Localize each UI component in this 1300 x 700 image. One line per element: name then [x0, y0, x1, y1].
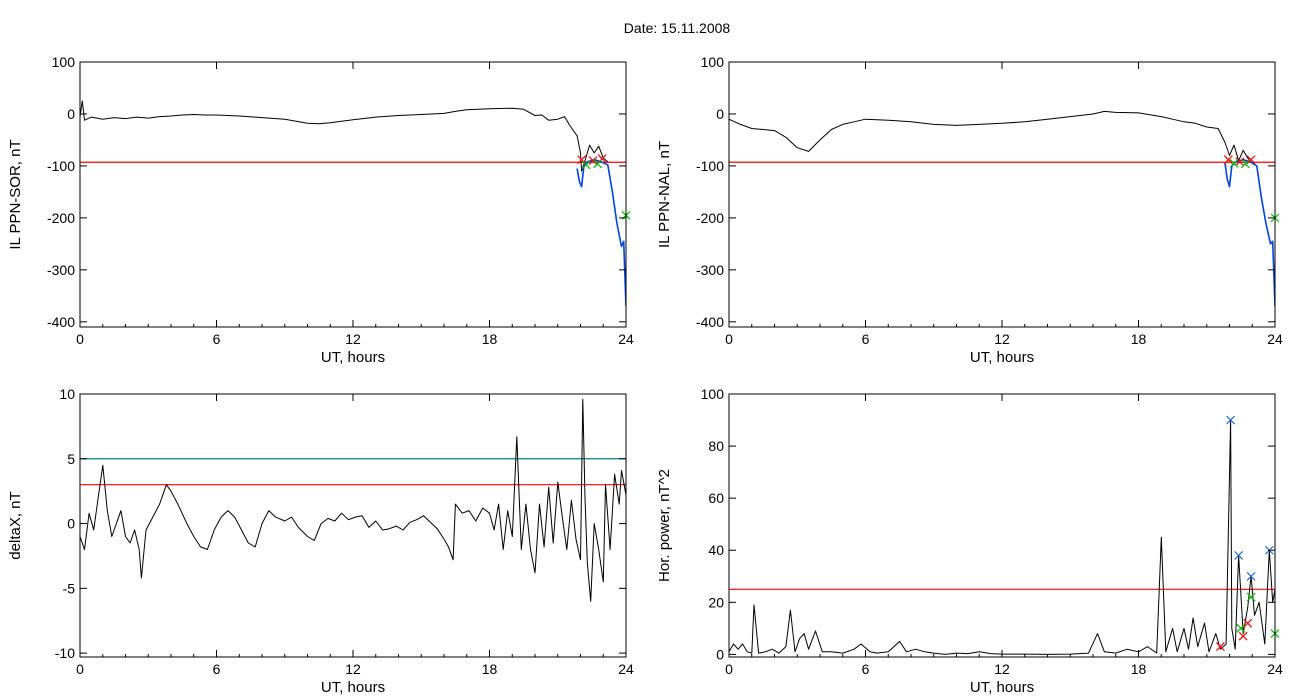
y-tick-label: -100	[696, 158, 724, 174]
chart-panel-hor-power: 0 6 12 18 24 100 80 60 40 20 0 UT, hours Hor. power,…	[656, 386, 1283, 696]
plot-frame	[728, 61, 1276, 328]
y-tick-label: 100	[701, 54, 725, 70]
x-tick-label: 0	[76, 331, 84, 347]
marker-x-0-0	[1223, 155, 1233, 165]
data-series-0	[80, 398, 626, 602]
marker-x-0-2	[1246, 571, 1256, 581]
x-axis-title: UT, hours	[970, 349, 1034, 366]
marker-x-2-0	[1238, 631, 1248, 641]
marker-x-0-2	[1246, 155, 1256, 165]
y-tick-label: 0	[67, 106, 75, 122]
x-tick-label: 18	[482, 661, 498, 677]
marker-x-1-1	[1236, 623, 1246, 633]
marker-x-1-1	[1241, 159, 1250, 169]
series-group	[80, 100, 626, 307]
x-tick-label: 0	[725, 331, 733, 347]
x-tick-label: 0	[76, 661, 84, 677]
figure-title: Date: 15.11.2008	[624, 20, 731, 36]
y-tick-label: 10	[59, 386, 75, 402]
y-tick-label: -5	[63, 580, 76, 596]
marker-x-2-2	[1215, 642, 1225, 652]
y-tick-label: -10	[55, 645, 75, 661]
y-tick-label: -200	[47, 210, 75, 226]
marker-x-0-1	[588, 156, 598, 166]
y-tick-label: 60	[708, 490, 724, 506]
y-tick-label: -100	[47, 158, 75, 174]
marker-x-1-0	[1246, 592, 1256, 602]
y-tick-label: 40	[708, 542, 724, 558]
y-axis-title: IL PPN-NAL, nT	[656, 141, 673, 248]
series-group	[80, 398, 626, 602]
y-axis-title: Hor. power, nT^2	[656, 469, 673, 582]
x-tick-label: 24	[1267, 331, 1283, 347]
y-axis-title: deltaX, nT	[7, 491, 24, 559]
y-tick-label: 5	[67, 451, 75, 467]
marker-x-1-0	[1229, 158, 1239, 168]
x-axis-title: UT, hours	[321, 349, 385, 366]
x-tick-label: 0	[725, 661, 733, 677]
series-group	[729, 110, 1275, 307]
y-tick-label: 100	[52, 54, 76, 70]
marker-x-0-0	[1226, 415, 1236, 425]
data-series-0	[729, 419, 1275, 655]
x-tick-label: 12	[994, 661, 1010, 677]
plot-frame	[79, 393, 627, 658]
chart-panel-nal: 0 6 12 18 24 100 0 -100 -200 -300 -400 UT, hours IL …	[656, 54, 1283, 366]
x-tick-label: 6	[862, 331, 870, 347]
y-tick-label: -300	[696, 262, 724, 278]
marker-x-1-0	[581, 160, 591, 170]
x-axis-title: UT, hours	[321, 679, 385, 696]
y-axis-title: IL PPN-SOR, nT	[7, 139, 24, 249]
y-tick-label: 0	[716, 646, 724, 662]
x-axis-title: UT, hours	[970, 679, 1034, 696]
x-tick-label: 6	[862, 661, 870, 677]
y-tick-label: 0	[716, 106, 724, 122]
data-series-1	[576, 158, 626, 307]
marker-x-0-1	[1235, 157, 1245, 167]
x-tick-label: 18	[482, 331, 498, 347]
x-tick-label: 24	[1267, 661, 1283, 677]
series-group	[729, 419, 1275, 655]
y-tick-label: -200	[696, 210, 724, 226]
y-tick-label: 100	[701, 386, 725, 402]
data-series-0	[80, 100, 609, 172]
data-series-1	[1224, 158, 1275, 307]
chart-panel-deltax: 0 6 12 18 24 10 5 0 -5 -10 UT, hours deltaX, nT	[7, 386, 634, 696]
x-tick-label: 18	[1131, 331, 1147, 347]
x-tick-label: 6	[213, 331, 221, 347]
y-tick-label: -400	[47, 314, 75, 330]
x-tick-label: 24	[618, 331, 634, 347]
x-tick-label: 12	[345, 661, 361, 677]
marker-x-2-1	[1243, 618, 1253, 628]
y-tick-label: -400	[696, 314, 724, 330]
x-tick-label: 12	[994, 331, 1010, 347]
y-tick-label: -300	[47, 262, 75, 278]
chart-panel-sor: 0 6 12 18 24 100 0 -100 -200 -300 -400 UT, hours IL …	[7, 54, 634, 366]
marker-x-0-1	[1234, 551, 1244, 560]
x-tick-label: 18	[1131, 661, 1147, 677]
plot-frame	[79, 61, 627, 328]
x-tick-label: 24	[618, 661, 634, 677]
marker-x-1-1	[593, 159, 602, 169]
y-tick-label: 80	[708, 438, 724, 454]
y-tick-label: 0	[67, 516, 75, 532]
data-series-0	[729, 110, 1253, 164]
x-tick-label: 12	[345, 331, 361, 347]
x-tick-label: 6	[213, 661, 221, 677]
y-tick-label: 20	[708, 594, 724, 610]
